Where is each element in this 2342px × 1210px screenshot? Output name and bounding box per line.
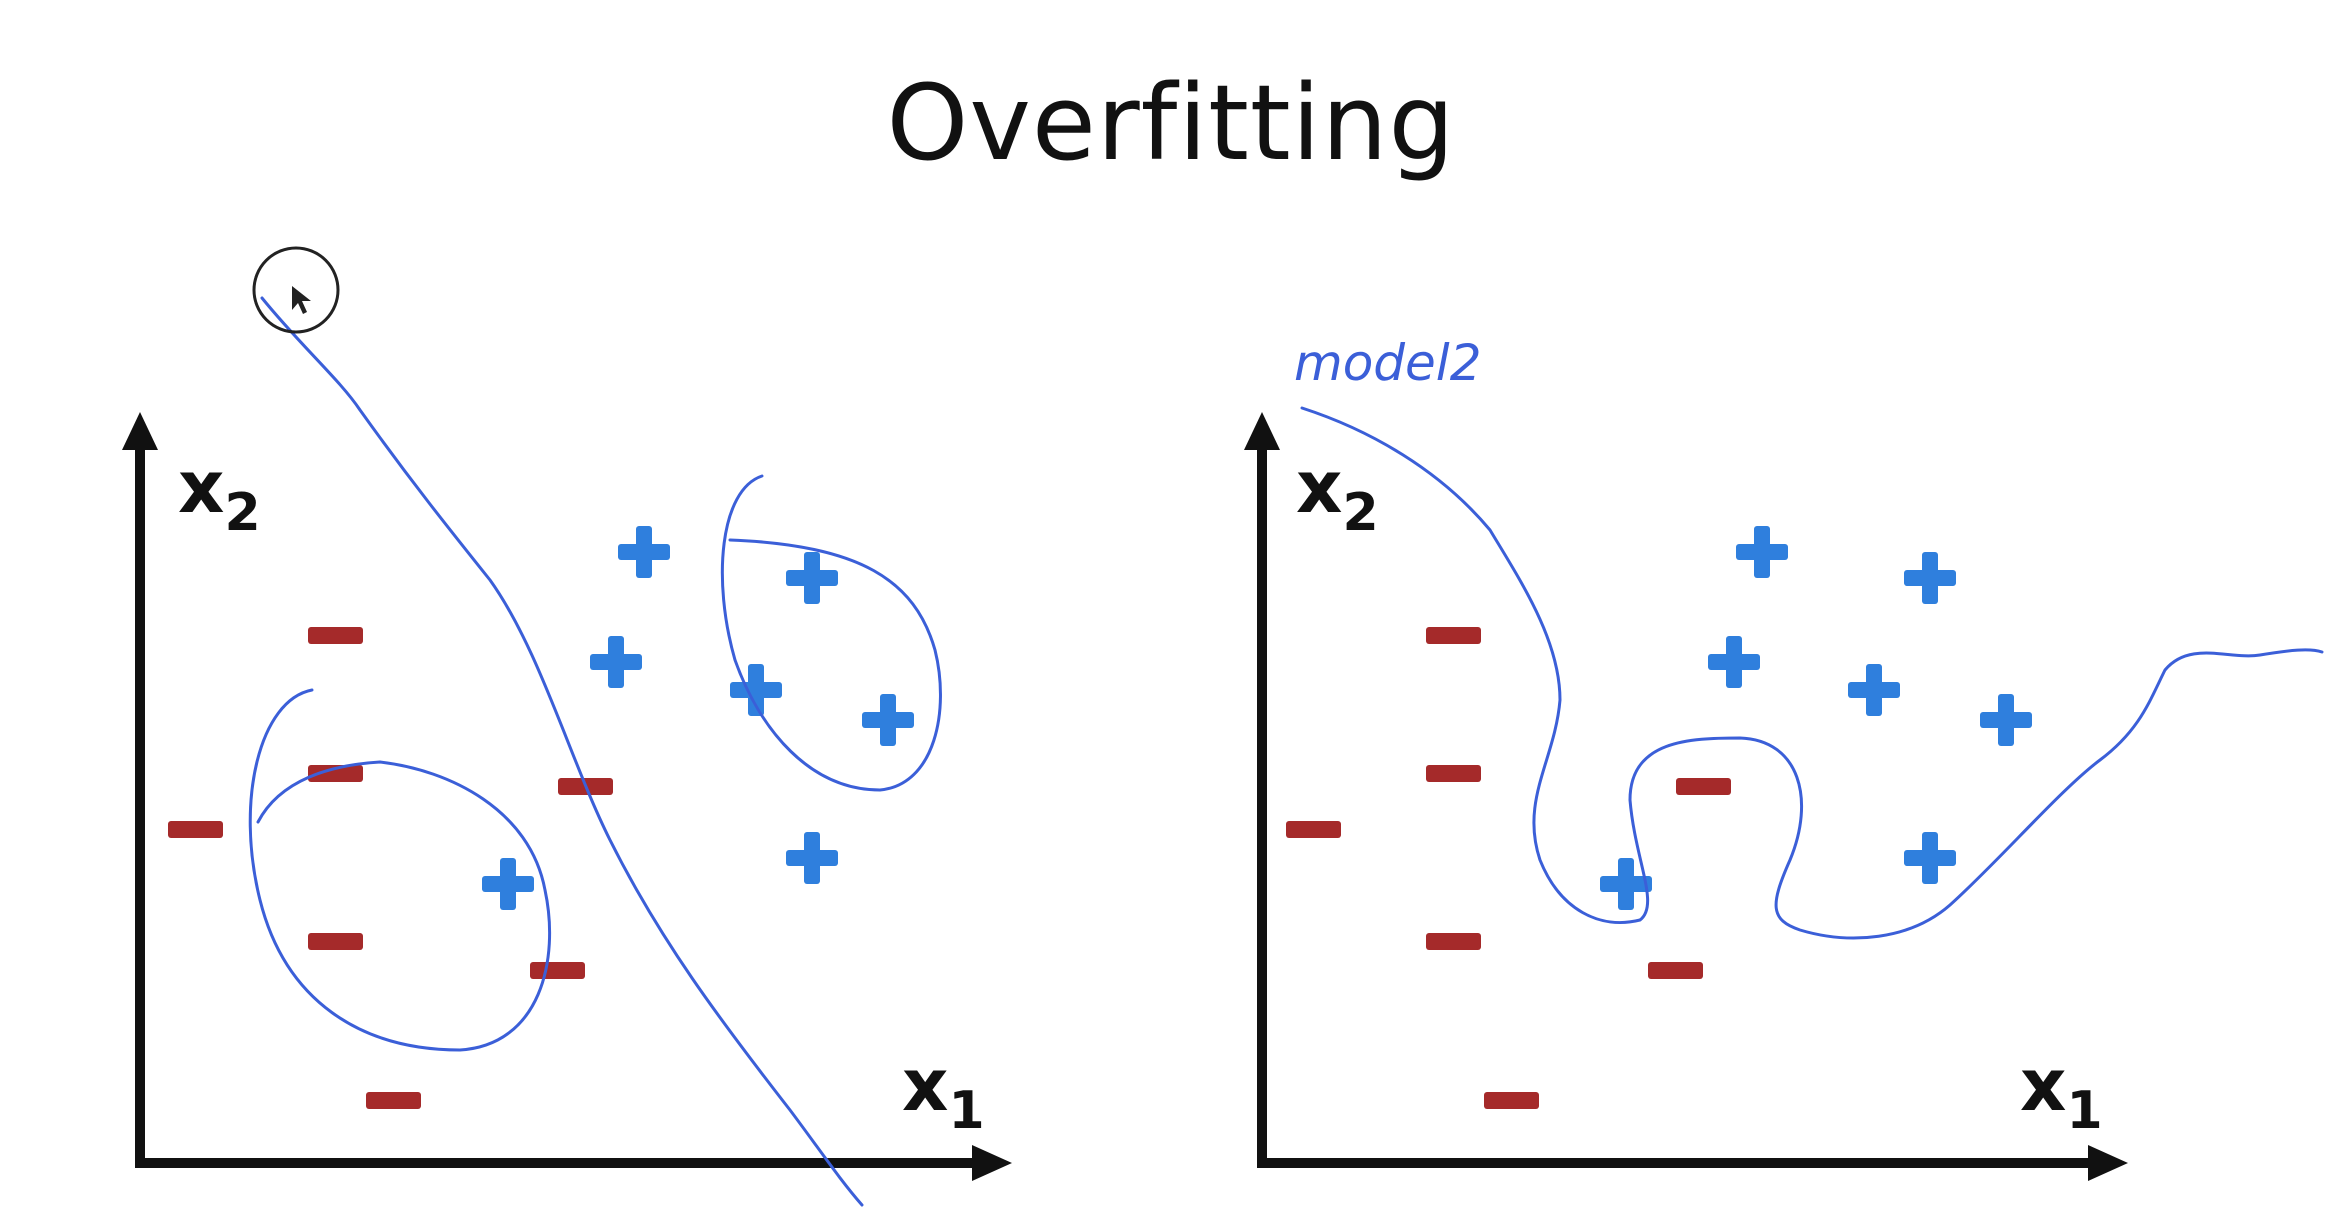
positive-marker <box>1904 552 1956 604</box>
cursor-arrow-icon <box>292 286 311 314</box>
right-negative-points <box>1286 627 1731 1109</box>
left-y-axis <box>122 412 158 1163</box>
slide-title: Overfitting <box>886 62 1456 184</box>
negative-marker <box>308 765 363 782</box>
right-panel: x2 x1 model2 <box>1244 334 2324 1181</box>
diagonal-boundary-stroke <box>260 296 864 1207</box>
positive-marker <box>786 832 838 884</box>
left-handdrawn-boundaries <box>248 296 942 1207</box>
positive-marker <box>1904 832 1956 884</box>
left-panel: x2 x1 <box>122 246 1012 1207</box>
negative-marker <box>1484 1092 1539 1109</box>
negative-marker <box>1648 962 1703 979</box>
negative-marker <box>308 933 363 950</box>
right-x-axis <box>1257 1145 2128 1181</box>
overfit-boundary-curve <box>1300 406 2324 940</box>
positive-marker <box>786 552 838 604</box>
mixed-cluster-loop <box>248 688 552 1052</box>
positive-marker <box>1980 694 2032 746</box>
left-negative-points <box>168 627 613 1109</box>
positive-cluster-loop <box>720 474 942 792</box>
right-y-axis <box>1244 412 1280 1163</box>
negative-marker <box>366 1092 421 1109</box>
negative-marker <box>1426 933 1481 950</box>
right-x-axis-label: x1 <box>2020 1043 2103 1141</box>
negative-marker <box>1426 627 1481 644</box>
positive-marker <box>482 858 534 910</box>
model2-annotation: model2 <box>1294 334 1482 392</box>
positive-marker <box>862 694 914 746</box>
cursor-highlight <box>252 246 340 334</box>
positive-marker <box>1736 526 1788 578</box>
left-y-axis-label: x2 <box>178 445 261 543</box>
negative-marker <box>308 627 363 644</box>
negative-marker <box>1286 821 1341 838</box>
negative-marker <box>530 962 585 979</box>
negative-marker <box>1426 765 1481 782</box>
left-x-axis-label: x1 <box>902 1043 985 1141</box>
right-y-axis-label: x2 <box>1296 445 1379 543</box>
right-positive-points <box>1600 526 2032 910</box>
negative-marker <box>168 821 223 838</box>
positive-marker <box>1708 636 1760 688</box>
left-x-axis <box>135 1145 1012 1181</box>
positive-marker <box>590 636 642 688</box>
positive-marker <box>1848 664 1900 716</box>
left-positive-points <box>482 526 914 910</box>
negative-marker <box>1676 778 1731 795</box>
positive-marker <box>618 526 670 578</box>
right-handdrawn-boundaries <box>1300 406 2324 940</box>
